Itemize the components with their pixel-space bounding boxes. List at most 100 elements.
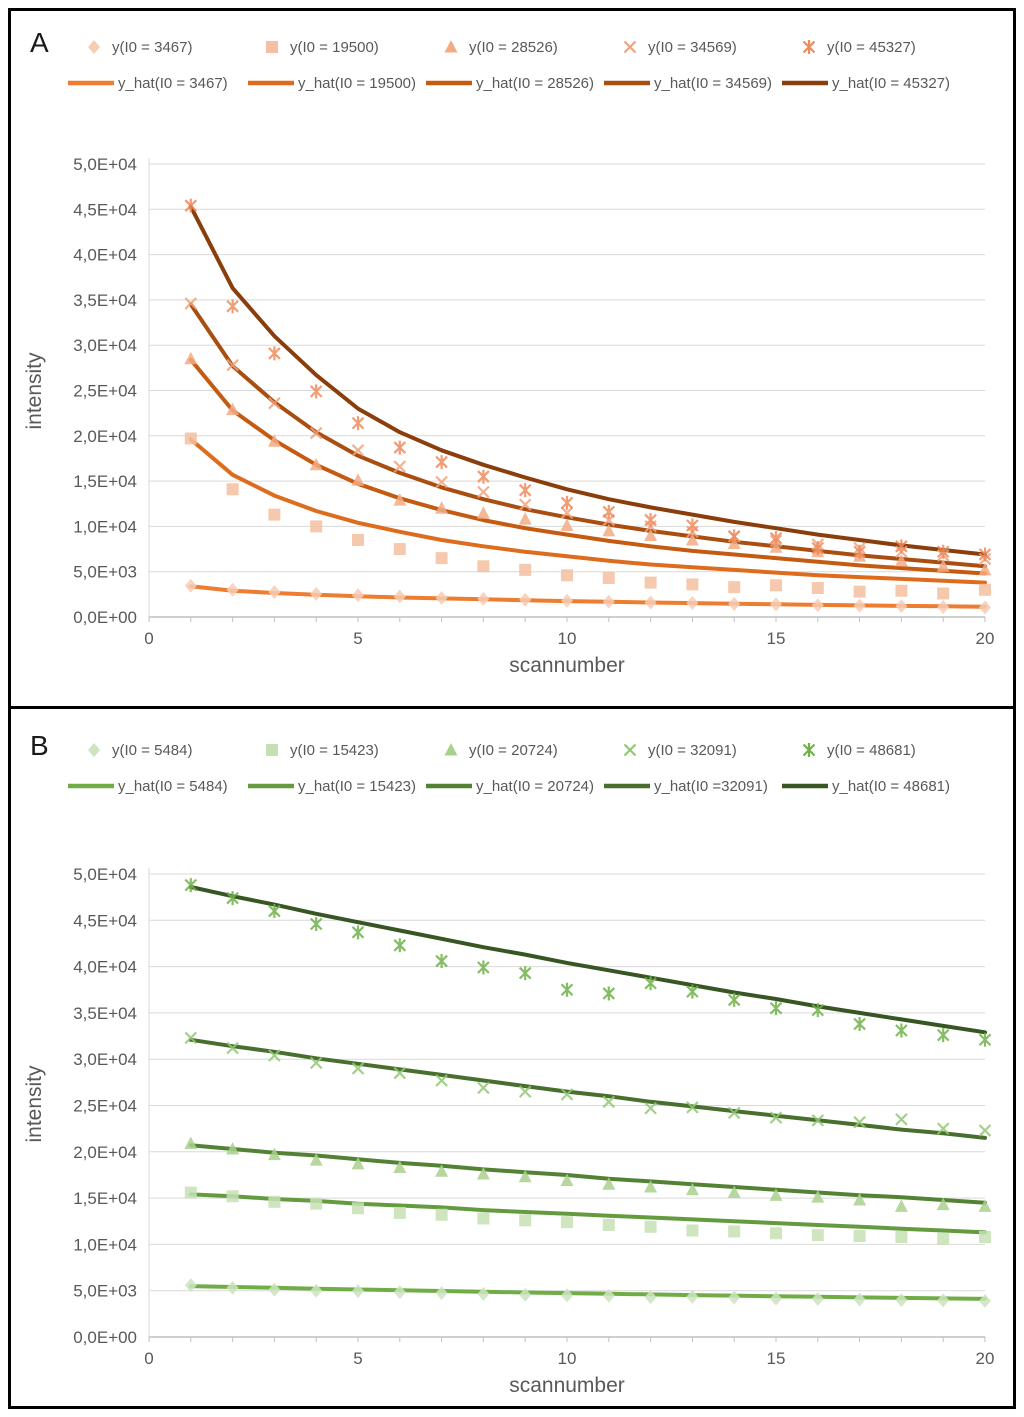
x-tick-label: 20: [976, 629, 995, 648]
star-marker: [978, 1032, 992, 1047]
fit-line: [188, 1037, 987, 1140]
star-marker: [644, 513, 657, 528]
star-marker: [477, 960, 490, 975]
x-tick-label: 10: [558, 629, 577, 648]
diamond-marker: [184, 578, 197, 593]
square-marker: [266, 41, 278, 53]
legend-item: y_hat(I0 = 34569): [604, 75, 772, 92]
y-tick-label: 0,0E+00: [73, 608, 137, 627]
square-marker: [770, 1227, 782, 1240]
square-marker: [393, 543, 406, 556]
legend-item: y_hat(I0 = 28526): [426, 75, 594, 92]
triangle-marker: [853, 1192, 867, 1206]
legend-item: y(I0 = 3467): [88, 39, 192, 56]
y-tick-label: 5,0E+04: [73, 865, 137, 884]
y-tick-label: 5,0E+04: [73, 155, 137, 174]
fit-line: [188, 357, 987, 576]
figure-frame: A intensity scannumber 0,0E+00 5,0E+03 1,0…: [8, 8, 1016, 1409]
legend-label: y_hat(I0 = 20724): [476, 778, 594, 795]
x-marker: [936, 1122, 950, 1135]
diamond-marker: [686, 1289, 699, 1304]
x-marker: [268, 396, 281, 410]
star-marker: [727, 992, 741, 1007]
triangle-marker: [476, 1167, 490, 1180]
star-marker: [477, 469, 490, 484]
diamond-marker: [561, 1288, 573, 1303]
star-marker: [268, 346, 281, 361]
legend-label: y(I0 = 5484): [112, 742, 192, 759]
x-marker: [518, 1085, 532, 1098]
square-marker: [686, 578, 699, 591]
triangle-marker: [644, 528, 658, 541]
triangle-marker: [894, 553, 908, 567]
star-marker: [435, 455, 448, 470]
triangle-marker: [393, 1160, 407, 1174]
legend-item: y(I0 = 28526): [444, 39, 558, 56]
legend-label: y_hat(I0 = 19500): [298, 75, 416, 92]
legend-label: y_hat(I0 = 3467): [118, 75, 228, 92]
x-marker: [268, 1049, 281, 1062]
legend-label: y_hat(I0 = 15423): [298, 778, 416, 795]
triangle-marker: [393, 493, 407, 506]
star-marker: [393, 440, 407, 455]
triangle-marker: [518, 1169, 532, 1183]
y-tick-label: 1,5E+04: [73, 1189, 137, 1208]
diamond-marker: [226, 582, 239, 597]
diamond-marker: [393, 589, 406, 604]
diamond-marker: [770, 1291, 782, 1306]
y-tick-label: 4,0E+04: [73, 246, 137, 265]
diamond-marker: [88, 743, 100, 757]
square-marker: [393, 1206, 406, 1219]
square-marker: [266, 744, 278, 756]
legend-label: y_hat(I0 = 45327): [832, 75, 950, 92]
legend-item: y_hat(I0 = 45327): [782, 75, 950, 92]
diamond-marker: [811, 598, 824, 613]
legend-label: y(I0 = 45327): [827, 39, 916, 56]
triangle-marker: [444, 40, 458, 53]
fit-line: [188, 302, 987, 569]
star-marker: [602, 986, 616, 1001]
diamond-marker: [519, 1287, 532, 1302]
fit-line: [188, 204, 987, 557]
triangle-marker: [602, 1177, 616, 1190]
star-marker: [853, 1017, 866, 1032]
triangle-marker: [560, 1173, 574, 1187]
square-marker: [477, 560, 490, 573]
x-marker: [435, 475, 448, 489]
triangle-marker: [184, 1136, 198, 1149]
triangle-marker: [309, 457, 323, 471]
y-tick-label: 1,0E+04: [73, 1235, 137, 1254]
star-marker: [226, 299, 239, 314]
square-marker: [519, 1214, 532, 1227]
x-marker: [477, 485, 490, 499]
legend-item: y(I0 = 34569): [623, 39, 737, 56]
square-marker: [853, 1230, 866, 1243]
x-marker: [853, 1115, 866, 1129]
fit-line: [188, 437, 987, 585]
square-marker: [561, 569, 573, 582]
square-marker: [895, 1230, 908, 1243]
diamond-marker: [226, 1280, 239, 1295]
triangle-marker: [978, 1199, 992, 1212]
panel-label-b: B: [30, 730, 49, 761]
triangle-marker: [226, 1142, 240, 1155]
diamond-marker: [644, 595, 657, 610]
square-marker: [310, 520, 323, 533]
star-marker: [811, 1003, 825, 1018]
triangle-marker: [727, 1185, 741, 1199]
square-marker: [226, 483, 239, 496]
star-marker: [560, 495, 574, 510]
diamond-marker: [937, 1293, 950, 1308]
y-axis-title-b: intensity: [23, 1065, 46, 1143]
x-marker: [435, 1074, 448, 1087]
star-marker: [727, 529, 741, 544]
square-marker: [811, 582, 824, 595]
square-marker: [352, 1202, 364, 1215]
triangle-marker: [226, 402, 240, 416]
triangle-marker: [644, 1179, 658, 1193]
square-marker: [477, 1212, 490, 1225]
triangle-marker: [685, 1182, 699, 1196]
legend-item: y_hat(I0 = 3467): [68, 75, 228, 92]
star-marker: [769, 1001, 783, 1016]
x-marker: [560, 1088, 574, 1101]
